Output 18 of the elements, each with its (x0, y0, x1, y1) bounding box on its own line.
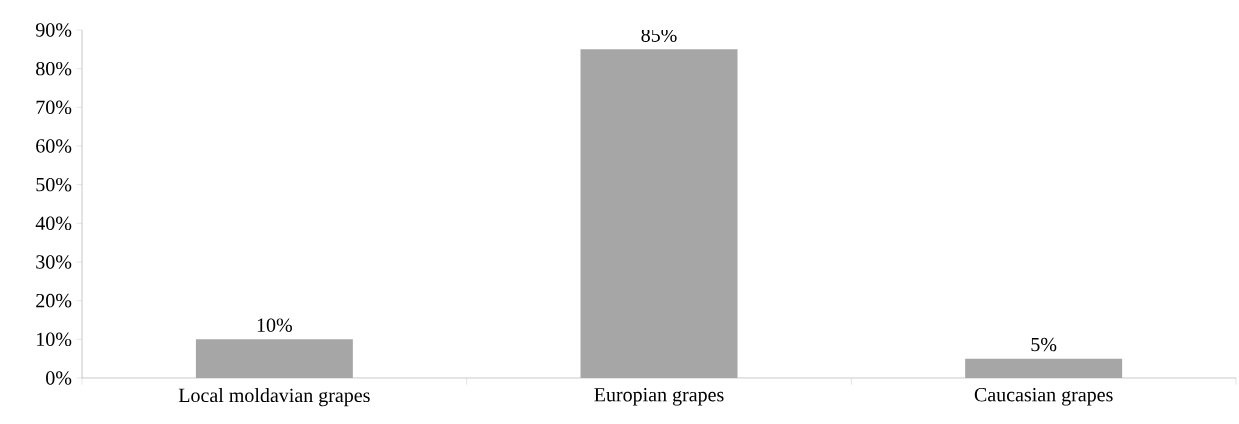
y-tick-label: 40% (35, 216, 72, 231)
y-tick-label: 20% (36, 293, 72, 308)
y-tick-label: 80% (36, 61, 72, 76)
y-tick-label: 10% (37, 332, 72, 347)
bar (195, 339, 353, 378)
y-tick-label: 30% (36, 255, 72, 269)
bar (965, 358, 1123, 378)
y-tick-label: 0% (46, 371, 72, 385)
x-tick-label: Caucasian grapes (974, 388, 1113, 406)
y-tick-label: 50% (36, 177, 72, 192)
y-tick-label: 70% (36, 100, 72, 115)
y-tick-label: 60% (36, 139, 72, 153)
data-label: 5% (1031, 337, 1057, 352)
bar (580, 49, 738, 378)
x-tick-label: Europian grapes (594, 388, 724, 406)
x-tick-label: Local moldavian grapes (178, 388, 370, 407)
y-tick-label: 90% (35, 23, 72, 37)
data-label: 10% (257, 318, 292, 332)
